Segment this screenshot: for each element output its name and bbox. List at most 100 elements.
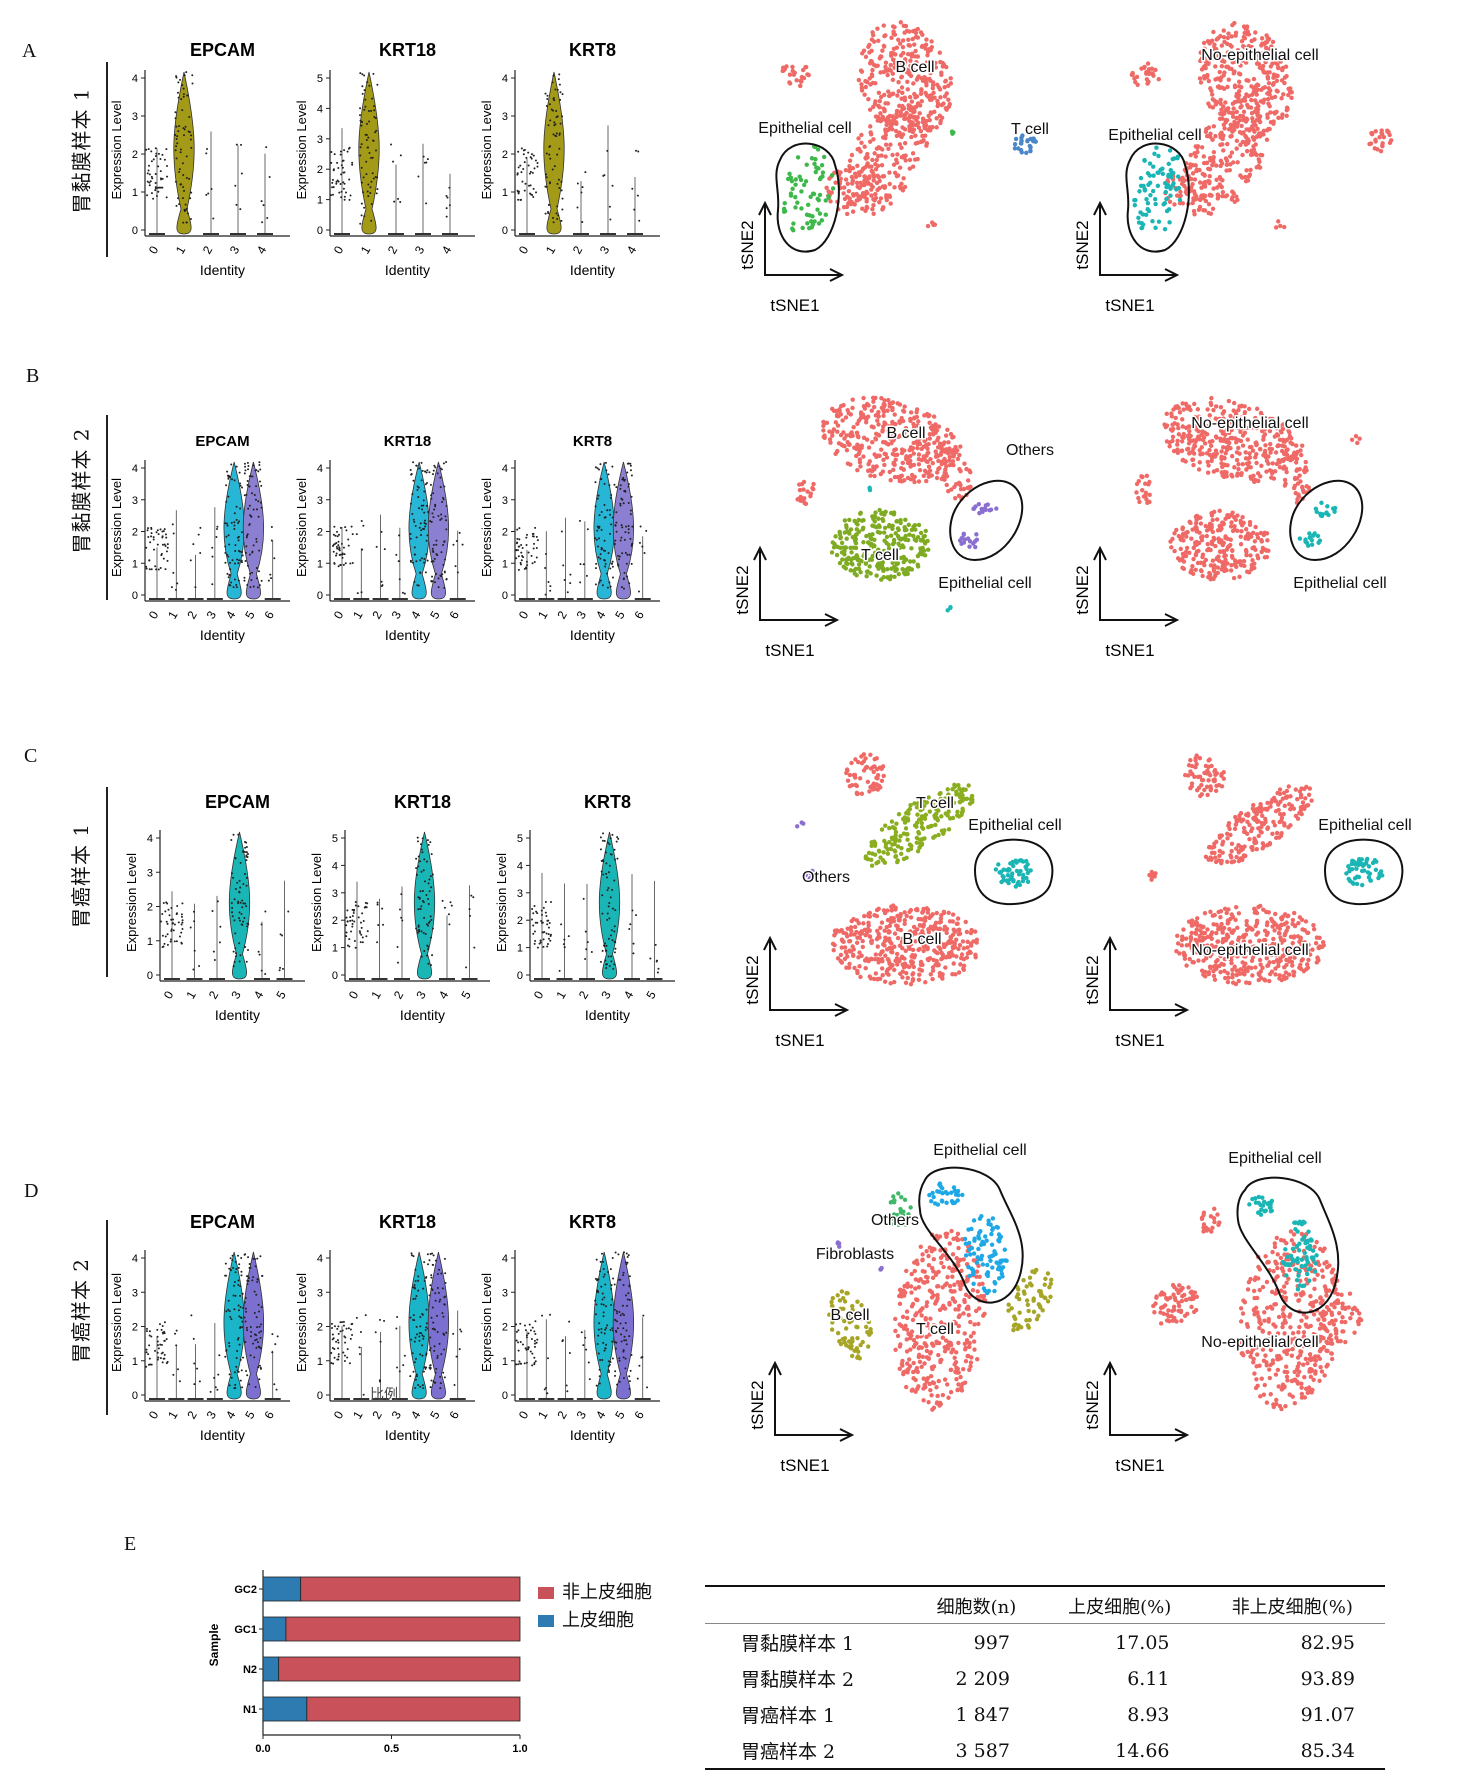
tsne-point — [1228, 154, 1232, 158]
data-point — [167, 933, 169, 935]
x-axis-label: Identity — [570, 627, 615, 643]
data-point — [212, 910, 214, 912]
tsne-point — [971, 507, 975, 511]
data-point — [335, 555, 337, 557]
data-point — [414, 1298, 416, 1300]
tsne-point — [892, 538, 896, 542]
tsne-point — [1380, 128, 1384, 132]
data-point — [244, 463, 246, 465]
data-point — [545, 213, 547, 215]
data-point — [148, 170, 150, 172]
tsne-point — [840, 541, 844, 545]
tsne-point — [1202, 154, 1206, 158]
data-point — [596, 539, 598, 541]
data-point — [345, 562, 347, 564]
data-point — [525, 537, 527, 539]
x-tick-label: 4 — [624, 243, 640, 256]
x-tick-label: 0 — [331, 243, 347, 256]
tsne-point — [1218, 78, 1222, 82]
data-point — [430, 1317, 432, 1319]
y-tick-label: 1 — [317, 1356, 323, 1368]
data-point — [246, 846, 248, 848]
data-point — [236, 559, 238, 561]
tsne-point — [867, 486, 871, 490]
data-point — [236, 144, 238, 146]
tsne-point — [1201, 208, 1205, 212]
data-point — [242, 883, 244, 885]
data-point — [537, 539, 539, 541]
data-point — [622, 1351, 624, 1353]
tsne-point — [876, 104, 880, 108]
data-point — [239, 920, 241, 922]
data-point — [595, 1313, 597, 1315]
plot-title: KRT8 — [569, 40, 616, 60]
data-point — [164, 910, 166, 912]
tsne-point — [863, 175, 867, 179]
data-point — [629, 1299, 631, 1301]
tsne-point — [856, 443, 860, 447]
data-point — [240, 485, 242, 487]
tsne-point — [886, 147, 890, 151]
data-point — [420, 529, 422, 531]
y-tick-label: 1 — [317, 558, 323, 570]
tsne-point — [781, 68, 785, 72]
data-point — [417, 908, 419, 910]
y-tick-label: 1 — [317, 195, 323, 207]
data-point — [581, 1331, 583, 1333]
data-point — [549, 158, 551, 160]
plot-title: EPCAM — [190, 1212, 255, 1232]
tsne-y-label: tSNE2 — [738, 220, 757, 269]
data-point — [234, 1384, 236, 1386]
tsne-point — [1146, 80, 1150, 84]
data-point — [442, 497, 444, 499]
tsne-point — [931, 86, 935, 90]
tsne-point — [1157, 77, 1161, 81]
data-point — [254, 1291, 256, 1293]
data-point — [242, 850, 244, 852]
data-point — [258, 1332, 260, 1334]
data-point — [228, 534, 230, 536]
data-point — [250, 579, 252, 581]
tsne-point — [945, 483, 949, 487]
data-point — [247, 565, 249, 567]
data-point — [342, 552, 344, 554]
data-point — [625, 1339, 627, 1341]
data-point — [423, 1261, 425, 1263]
tsne-point — [1171, 181, 1175, 185]
tsne-point — [1224, 446, 1228, 450]
data-point — [172, 1374, 174, 1376]
x-tick-label: 0 — [516, 1408, 532, 1421]
y-tick-label: 2 — [502, 527, 508, 539]
data-point — [546, 1392, 548, 1394]
tsne-point — [953, 496, 957, 500]
tsne-point — [1255, 407, 1259, 411]
tsne-point — [1265, 459, 1269, 463]
data-point — [179, 79, 181, 81]
y-tick-label: 3 — [317, 495, 323, 507]
data-point — [577, 182, 579, 184]
tsne-point — [1141, 222, 1145, 226]
data-point — [631, 543, 633, 545]
data-point — [437, 472, 439, 474]
tsne-point — [956, 457, 960, 461]
data-point — [517, 199, 519, 201]
data-point — [516, 1331, 518, 1333]
data-point — [167, 944, 169, 946]
tsne-point — [867, 445, 871, 449]
data-point — [439, 1299, 441, 1301]
tsne-point — [861, 454, 865, 458]
tsne-point — [1168, 148, 1172, 152]
data-point — [587, 528, 589, 530]
data-point — [369, 152, 371, 154]
y-tick-label: 0 — [132, 225, 138, 237]
tsne-point — [1267, 81, 1271, 85]
data-point — [611, 889, 613, 891]
tsne-point — [1264, 33, 1268, 37]
data-point — [610, 1329, 612, 1331]
tsne-point — [1242, 24, 1246, 28]
data-point — [370, 220, 372, 222]
data-point — [631, 909, 633, 911]
data-point — [561, 209, 563, 211]
data-point — [257, 1279, 259, 1281]
data-point — [446, 578, 448, 580]
